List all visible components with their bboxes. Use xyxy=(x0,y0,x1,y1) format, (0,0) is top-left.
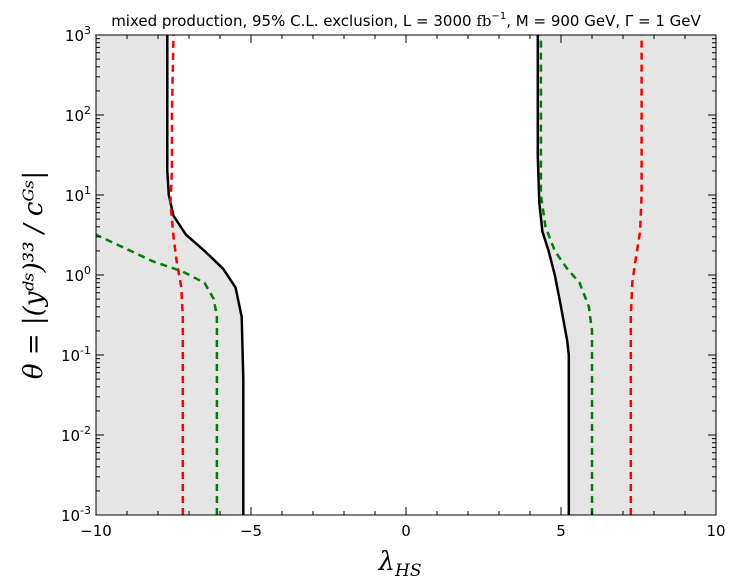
y-tick-label: 100 xyxy=(65,264,91,285)
x-axis-label: λHS xyxy=(378,547,422,581)
x-tick-label: 5 xyxy=(556,522,566,540)
x-tick-label: −5 xyxy=(240,522,262,540)
x-tick-label: −10 xyxy=(80,522,112,540)
y-axis-label: θ = |(yᵈˢ)³³ / cᴳˢ| xyxy=(19,171,49,379)
series-green-dashed-left xyxy=(95,233,219,515)
excluded-regions xyxy=(96,35,716,515)
tick-marks xyxy=(95,34,717,516)
y-tick-label: 102 xyxy=(65,104,91,125)
series-layer xyxy=(95,34,643,515)
y-tick-label: 101 xyxy=(65,184,91,205)
excluded-region-right xyxy=(537,35,716,515)
series-black-solid-right xyxy=(536,35,571,515)
series-red-dashed-right xyxy=(629,35,643,515)
y-tick-label: 10-1 xyxy=(61,344,91,365)
x-tick-label: 0 xyxy=(401,522,411,540)
y-tick-label: 103 xyxy=(65,24,91,45)
x-tick-labels: −10 −5 0 5 10 xyxy=(80,522,725,540)
y-tick-label: 10-2 xyxy=(61,424,91,445)
chart-title: mixed production, 95% C.L. exclusion, L … xyxy=(111,11,701,30)
y-tick-label: 10-3 xyxy=(61,504,91,525)
x-tick-label: 10 xyxy=(706,522,725,540)
series-black-solid-left xyxy=(166,35,245,515)
y-tick-labels: 10-3 10-2 10-1 100 101 102 103 xyxy=(61,24,91,525)
series-green-dashed-right xyxy=(539,35,594,515)
series-red-dashed-left xyxy=(169,34,185,515)
excluded-region-left xyxy=(96,35,244,515)
